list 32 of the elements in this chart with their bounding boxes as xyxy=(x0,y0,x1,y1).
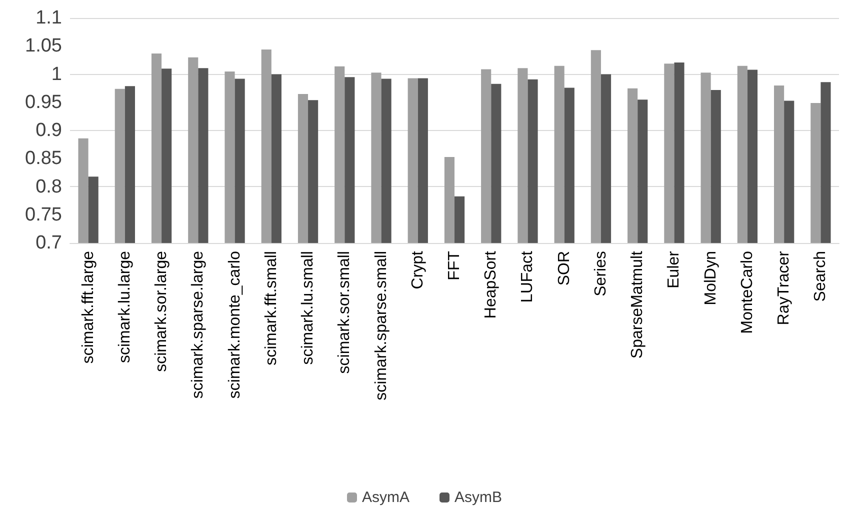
x-tick-label: Crypt xyxy=(409,250,426,290)
x-tick-label: scimark.sor.small xyxy=(336,251,354,374)
x-tick-label: scimark.monte_carlo xyxy=(226,250,244,399)
x-tick-label: Search xyxy=(812,251,830,302)
x-tick-label: MonteCarlo xyxy=(738,250,756,334)
x-tick-label: scimark.sparse.small xyxy=(372,251,390,400)
x-tick-label: SparseMatmult xyxy=(629,250,646,359)
y-tick-label: 0.7 xyxy=(36,232,62,254)
x-tick-label: FFT xyxy=(446,250,463,280)
legend-label: AsymB xyxy=(454,489,502,506)
y-tick-label: 0.9 xyxy=(36,120,62,141)
y-tick-label: 0.75 xyxy=(25,204,62,226)
x-tick-label: scimark.lu.small xyxy=(300,251,317,365)
x-tick-label: LUFact xyxy=(519,250,536,303)
x-tick-label: RayTracer xyxy=(776,250,793,326)
legend-label: AsymA xyxy=(362,489,410,506)
y-tick-label: 0.8 xyxy=(36,176,62,198)
y-tick-label: 1.05 xyxy=(25,36,62,57)
y-tick-label: 1 xyxy=(51,64,62,85)
y-tick-label: 0.85 xyxy=(25,148,62,170)
x-tick-label: Euler xyxy=(666,250,683,288)
x-tick-label: SOR xyxy=(556,251,573,286)
y-tick-label: 1.1 xyxy=(36,8,62,28)
x-tick-label: scimark.lu.large xyxy=(116,250,134,364)
x-tick-label: HeapSort xyxy=(482,250,500,319)
x-tick-label: scimark.sparse.large xyxy=(190,250,207,399)
y-tick-label: 0.95 xyxy=(25,92,62,113)
x-tick-label: MolDyn xyxy=(702,251,720,306)
x-tick-label: scimark.fft.small xyxy=(262,251,280,366)
x-tick-label: Series xyxy=(592,251,610,296)
x-tick-label: scimark.fft.large xyxy=(80,250,97,364)
x-tick-label: scimark.sor.large xyxy=(153,250,170,372)
